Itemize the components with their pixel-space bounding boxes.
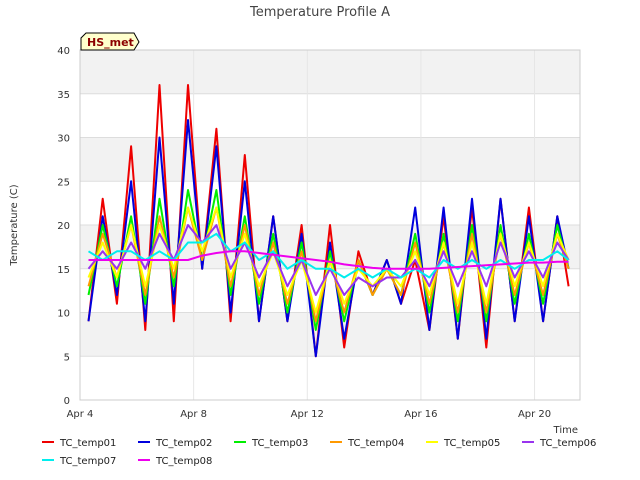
annotation-shape bbox=[80, 32, 140, 51]
y-tick-label: 10 bbox=[57, 309, 70, 320]
legend-label: TC_temp04 bbox=[347, 438, 404, 449]
legend: TC_temp01 TC_temp02 TC_temp03 TC_temp04 TC_t… bbox=[42, 438, 596, 467]
y-axis-ticks: 0 5 10 15 20 25 30 35 40 bbox=[57, 46, 70, 407]
legend-label: TC_temp05 bbox=[443, 438, 500, 449]
x-tick-label: Apr 12 bbox=[291, 409, 324, 420]
x-axis-label: Time bbox=[553, 425, 578, 436]
series-line-tc_temp05 bbox=[87, 206, 570, 314]
plot-frame bbox=[79, 49, 581, 401]
legend-label: TC_temp06 bbox=[539, 438, 596, 449]
x-axis-ticks: Apr 4 Apr 8 Apr 12 Apr 16 Apr 20 bbox=[67, 409, 552, 420]
x-tick-label: Apr 4 bbox=[67, 409, 94, 420]
chart-title: Temperature Profile A bbox=[249, 5, 390, 20]
legend-label: TC_temp07 bbox=[59, 456, 116, 467]
y-tick-label: 35 bbox=[57, 90, 70, 101]
background-band bbox=[80, 312, 580, 357]
legend-label: TC_temp08 bbox=[155, 456, 212, 467]
y-tick-label: 40 bbox=[57, 46, 70, 57]
legend-label: TC_temp01 bbox=[59, 438, 116, 449]
legend-label: TC_temp03 bbox=[251, 438, 308, 449]
y-axis-label: Temperature (C) bbox=[9, 184, 20, 266]
y-tick-label: 30 bbox=[57, 134, 70, 145]
y-tick-label: 20 bbox=[57, 221, 70, 232]
x-tick-label: Apr 16 bbox=[404, 409, 437, 420]
series-line-tc_temp08 bbox=[88, 250, 569, 270]
y-tick-label: 25 bbox=[57, 177, 70, 188]
annotation-box: HS_met bbox=[80, 32, 140, 51]
background-band bbox=[80, 50, 580, 94]
legend-label: TC_temp02 bbox=[155, 438, 212, 449]
x-tick-label: Apr 8 bbox=[180, 409, 207, 420]
series-lines bbox=[87, 84, 570, 358]
x-tick-label: Apr 20 bbox=[518, 409, 551, 420]
annotation-label: HS_met bbox=[87, 36, 134, 49]
y-tick-label: 5 bbox=[64, 352, 70, 363]
y-tick-label: 0 bbox=[64, 396, 70, 407]
y-tick-label: 15 bbox=[57, 265, 70, 276]
